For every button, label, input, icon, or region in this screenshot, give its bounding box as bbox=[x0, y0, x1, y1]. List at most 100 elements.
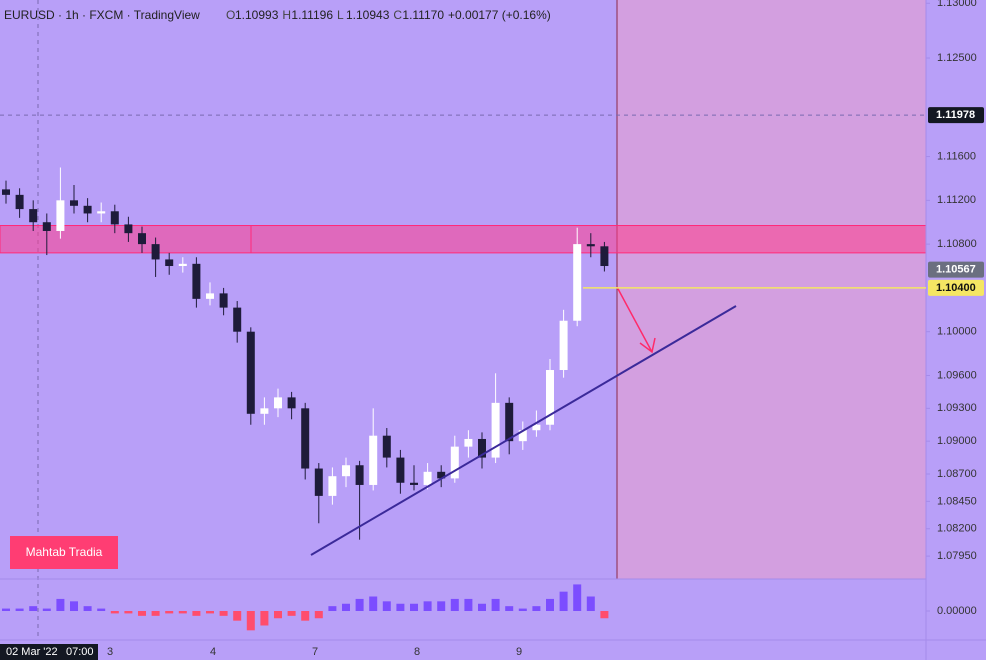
candle-body bbox=[97, 211, 106, 214]
candle-body bbox=[29, 209, 38, 223]
osc-bar bbox=[97, 608, 106, 611]
trend-line bbox=[310, 305, 737, 556]
candle-body bbox=[124, 224, 133, 234]
osc-bar bbox=[314, 611, 323, 619]
osc-bar bbox=[355, 598, 364, 611]
future-region bbox=[617, 0, 926, 579]
osc-bar bbox=[192, 611, 201, 616]
y-tick-label: 1.10800 bbox=[937, 238, 977, 250]
x-tick-label: 4 bbox=[210, 646, 216, 658]
osc-bar bbox=[178, 611, 187, 614]
x-tick-label: 7 bbox=[312, 646, 318, 658]
candle-body bbox=[110, 211, 119, 225]
x-tick-label: 9 bbox=[516, 646, 522, 658]
candle-body bbox=[342, 465, 350, 477]
candle-body bbox=[287, 397, 296, 409]
candle-body bbox=[192, 263, 201, 299]
candle-body bbox=[559, 320, 568, 371]
osc-bar bbox=[83, 606, 92, 611]
osc-bar bbox=[274, 611, 282, 619]
badge-box bbox=[10, 536, 118, 569]
osc-bar bbox=[233, 611, 242, 621]
candle-body bbox=[491, 402, 500, 458]
y-tick-label: 1.11600 bbox=[937, 150, 976, 162]
candle-body bbox=[382, 435, 391, 458]
candle-body bbox=[151, 244, 160, 260]
candle-body bbox=[274, 397, 282, 409]
candle-body bbox=[355, 465, 364, 485]
candle-body bbox=[600, 246, 609, 267]
price-badge bbox=[928, 107, 984, 124]
osc-bar bbox=[464, 598, 473, 611]
osc-bar bbox=[2, 608, 10, 611]
osc-bar bbox=[382, 601, 391, 611]
osc-bar bbox=[151, 611, 160, 616]
osc-bar bbox=[491, 598, 500, 611]
osc-bar bbox=[342, 603, 350, 611]
osc-bar bbox=[437, 601, 446, 611]
osc-bar bbox=[532, 606, 541, 611]
price-badge-label: 1.10567 bbox=[936, 264, 976, 276]
osc-bar bbox=[423, 601, 432, 611]
y-tick-label: 1.09600 bbox=[937, 369, 977, 381]
osc-bar bbox=[70, 601, 78, 611]
y-tick-label: 1.10000 bbox=[937, 326, 977, 338]
ohlc-key: H bbox=[282, 8, 291, 22]
osc-bar bbox=[478, 603, 486, 611]
osc-bar bbox=[260, 611, 269, 626]
ohlc-key: C bbox=[393, 8, 402, 22]
y-tick-label: 1.08450 bbox=[937, 495, 977, 507]
osc-bar bbox=[369, 596, 378, 611]
candle-body bbox=[83, 205, 92, 214]
candle-body bbox=[301, 408, 310, 469]
price-badge-label: 1.10400 bbox=[936, 282, 976, 294]
candle-body bbox=[369, 435, 378, 485]
osc-bar bbox=[301, 611, 310, 621]
candle-body bbox=[138, 233, 146, 245]
symbol: EURUSD · 1h · FXCM · TradingView bbox=[4, 8, 200, 22]
candle-body bbox=[2, 189, 10, 195]
candle-body bbox=[246, 331, 255, 414]
change: +0.00177 (+0.16%) bbox=[448, 8, 551, 22]
candle-body bbox=[437, 471, 446, 479]
x-tick-label: 8 bbox=[414, 646, 420, 658]
price-badge bbox=[928, 261, 984, 278]
y-tick-label: 1.13000 bbox=[937, 0, 977, 9]
candle-body bbox=[206, 293, 214, 299]
candle-body bbox=[586, 244, 595, 247]
osc-bar bbox=[586, 596, 595, 611]
y-tick-label: 1.12500 bbox=[937, 52, 977, 64]
candle-body bbox=[178, 263, 187, 267]
candle-body bbox=[518, 430, 527, 442]
candle-body bbox=[219, 293, 228, 308]
price-badge bbox=[928, 279, 984, 296]
ohlc-value: 1.11170 bbox=[402, 8, 444, 22]
osc-bar bbox=[328, 606, 337, 611]
osc-bar bbox=[15, 608, 24, 611]
y-tick-label: 1.09000 bbox=[937, 435, 977, 447]
osc-bar bbox=[219, 611, 228, 616]
osc-bar bbox=[573, 584, 582, 611]
y-tick-label: 1.09300 bbox=[937, 402, 977, 414]
osc-bar bbox=[165, 611, 174, 614]
osc-bar bbox=[42, 608, 51, 611]
osc-bar bbox=[410, 603, 418, 611]
candle-body bbox=[505, 402, 514, 442]
candle-body bbox=[532, 424, 541, 431]
candle-body bbox=[423, 471, 432, 485]
osc-bar bbox=[600, 611, 609, 619]
candle-body bbox=[314, 468, 323, 496]
y-tick-label: 1.11200 bbox=[937, 194, 976, 206]
candle-body bbox=[260, 408, 269, 414]
osc-bar bbox=[287, 611, 296, 616]
candle-body bbox=[410, 482, 418, 485]
candle-body bbox=[233, 307, 242, 332]
arrow-head bbox=[639, 337, 656, 354]
ohlc-key: L bbox=[337, 8, 344, 22]
y-tick-label: 1.08200 bbox=[937, 523, 977, 535]
osc-tick-label: 0.00000 bbox=[937, 605, 977, 617]
osc-bar bbox=[559, 591, 568, 611]
osc-bar bbox=[450, 598, 459, 611]
